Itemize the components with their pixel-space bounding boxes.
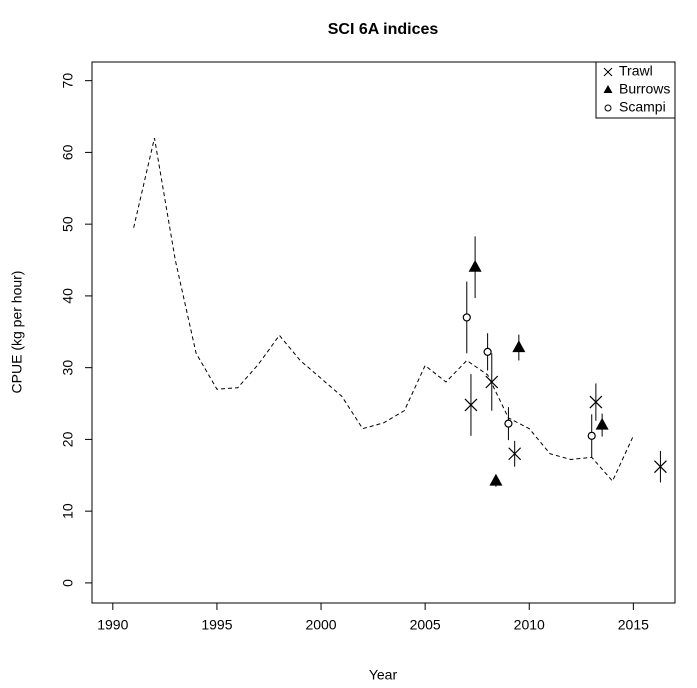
x-tick-label: 1990 [97,617,128,633]
legend-symbol [603,67,613,77]
y-axis-label: CPUE (kg per hour) [9,271,25,394]
marker-cross [508,447,522,461]
plot-frame [91,61,676,604]
x-tick-label: 2000 [305,617,336,633]
y-tick-label: 30 [60,360,76,376]
y-tick-label: 70 [60,73,76,89]
marker-circle [462,313,471,322]
y-tick-label: 0 [60,579,76,587]
marker-cross [654,460,667,474]
y-tick-label: 60 [60,144,76,160]
x-tick-label: 2005 [410,617,441,633]
y-tick-label: 10 [60,503,76,519]
trend-line [133,137,634,482]
marker-cross [589,395,603,409]
legend-label: Scampi [619,99,666,115]
marker-triangle [489,473,503,486]
marker-triangle [512,340,526,353]
marker-circle [483,347,492,356]
y-tick-label: 20 [60,431,76,447]
marker-triangle [468,259,482,272]
marker-cross [485,375,499,389]
y-tick-label: 50 [60,216,76,232]
y-tick-label: 40 [60,288,76,304]
marker-circle [504,419,513,428]
legend-symbol [603,85,613,93]
x-tick-label: 2010 [514,617,545,633]
x-tick-label: 2015 [618,617,649,633]
legend-label: Trawl [619,63,653,79]
marker-cross [464,398,478,412]
marker-triangle [595,417,609,430]
legend-label: Burrows [619,81,670,97]
marker-circle [587,431,596,440]
x-tick-label: 1995 [201,617,232,633]
chart-title: SCI 6A indices [328,21,439,38]
legend-symbol [604,104,612,112]
x-axis-label: Year [369,667,398,683]
